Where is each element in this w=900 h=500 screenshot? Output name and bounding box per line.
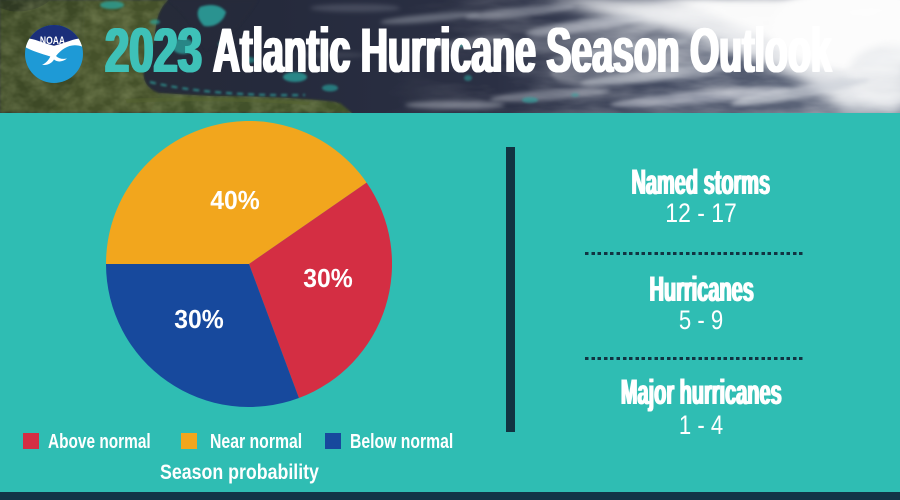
svg-text:NOAA: NOAA [40, 35, 65, 47]
